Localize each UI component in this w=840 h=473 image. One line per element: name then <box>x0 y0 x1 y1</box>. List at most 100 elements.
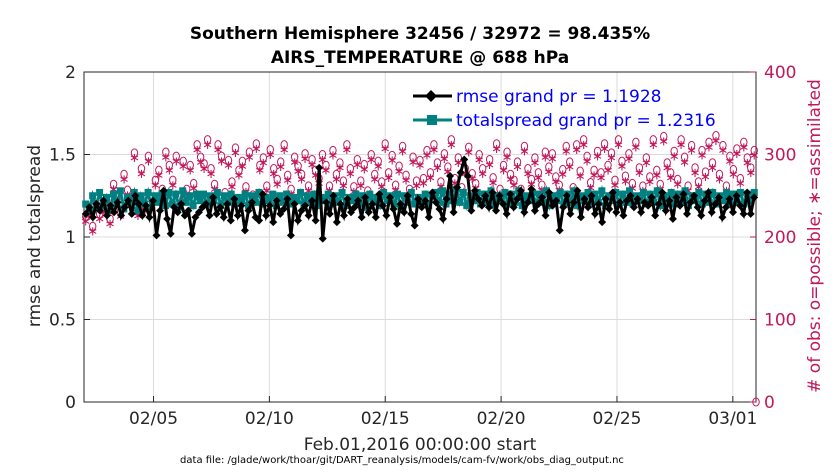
totalspread-point <box>96 189 103 196</box>
rmse-point <box>566 210 574 218</box>
y-axis-right-ticks: 0100200300400 <box>750 63 796 413</box>
obs-assimilated-marker: ∗ <box>491 142 502 157</box>
rmse-point <box>372 213 380 221</box>
obs-assimilated-marker: ∗ <box>606 151 617 166</box>
obs-assimilated-marker: ∗ <box>202 138 213 153</box>
obs-assimilated-marker: ∗ <box>321 164 332 179</box>
obs-assimilated-marker: ∗ <box>686 144 697 159</box>
obs-assimilated-marker: ∗ <box>428 143 439 158</box>
rmse-point <box>220 213 228 221</box>
totalspread-point <box>110 191 117 198</box>
y-right-tick-label: 100 <box>764 311 796 331</box>
x-tick-label: 02/25 <box>592 409 641 429</box>
totalspread-point <box>339 189 346 196</box>
obs-assimilated-marker: ∗ <box>502 150 513 165</box>
obs-assimilated-marker: ∗ <box>153 168 164 183</box>
x-tick-label: 02/10 <box>245 409 294 429</box>
obs-assimilated-marker: ∗ <box>641 156 652 171</box>
obs-assimilated-marker: ∗ <box>651 168 662 183</box>
rmse-point <box>358 213 366 221</box>
rmse-point <box>425 213 433 221</box>
rmse-point <box>319 235 327 243</box>
obs-assimilated-marker: ∗ <box>484 158 495 173</box>
y-right-tick-label: 400 <box>764 63 796 83</box>
totalspread-point <box>200 191 207 198</box>
rmse-point <box>393 220 401 228</box>
totalspread-point <box>668 189 675 196</box>
totalspread-point <box>193 191 200 198</box>
totalspread-point <box>249 192 256 199</box>
totalspread-point <box>460 189 467 196</box>
obs-assimilated-marker: ∗ <box>648 138 659 153</box>
rmse-point <box>206 212 214 220</box>
totalspread-point <box>352 191 359 198</box>
obs-assimilated-marker: ∗ <box>738 140 749 155</box>
totalspread-point <box>190 202 197 209</box>
chart-canvas: Southern Hemisphere 32456 / 32972 = 98.4… <box>0 0 840 473</box>
legend-spread-label: totalspread grand pr = 1.2316 <box>456 111 716 131</box>
rmse-point <box>241 226 249 234</box>
rmse-point <box>637 208 645 216</box>
obs-assimilated-marker: ∗ <box>749 149 760 164</box>
obs-assimilated-marker: ∗ <box>690 166 701 181</box>
rmse-point <box>287 231 295 239</box>
y-axis-label: rmse and totalspread <box>25 145 45 327</box>
x-tick-label: 02/05 <box>129 409 178 429</box>
obs-assimilated-marker: ∗ <box>582 154 593 169</box>
totalspread-point <box>456 199 463 206</box>
legend-rmse-marker <box>425 90 437 102</box>
obs-assimilated-marker: ∗ <box>446 138 457 153</box>
x-axis-label: Feb.01,2016 00:00:00 start <box>304 435 537 455</box>
rmse-point <box>669 215 677 223</box>
obs-assimilated-marker: ∗ <box>474 153 485 168</box>
rmse-point <box>269 218 277 226</box>
totalspread-point <box>439 187 446 194</box>
totalspread-point <box>221 192 228 199</box>
x-tick-label: 02/15 <box>361 409 410 429</box>
totalspread-point <box>640 189 647 196</box>
obs-assimilated-marker: ∗ <box>341 143 352 158</box>
rmse-point <box>577 213 585 221</box>
totalspread-point <box>197 197 204 204</box>
obs-assimilated-marker: ∗ <box>613 138 624 153</box>
obs-assimilated-marker: ∗ <box>282 173 293 188</box>
obs-assimilated-marker: ∗ <box>745 166 756 181</box>
rmse-point <box>651 212 659 220</box>
obs-assimilated-marker: ∗ <box>373 159 384 174</box>
obs-assimilated-marker: ∗ <box>119 173 130 188</box>
totalspread-point <box>186 192 193 199</box>
totalspread-point <box>598 187 605 194</box>
obs-assimilated-marker: ∗ <box>519 145 530 160</box>
rmse-point <box>556 226 564 234</box>
totalspread-point <box>269 191 276 198</box>
rmse-point <box>382 212 390 220</box>
x-axis-ticks: 02/05 02/10 02/15 02/20 02/25 03/01 <box>129 396 757 429</box>
totalspread-point <box>422 191 429 198</box>
obs-assimilated-marker: ∗ <box>129 151 140 166</box>
totalspread-point <box>619 191 626 198</box>
rmse-point <box>729 208 737 216</box>
rmse-point <box>340 212 348 220</box>
y-axis-right-label: # of obs: o=possible; ∗=assimilated <box>805 79 825 393</box>
rmse-point <box>591 210 599 218</box>
totalspread-point <box>723 189 730 196</box>
rmse-point <box>305 212 313 220</box>
obs-assimilated-marker: ∗ <box>676 138 687 153</box>
obs-assimilated-marker: ∗ <box>630 140 641 155</box>
rmse-point <box>227 217 235 225</box>
totalspread-point <box>179 187 186 194</box>
obs-assimilated-marker: ∗ <box>529 156 540 171</box>
data-file-footnote: data file: /glade/work/thoar/git/DART_re… <box>180 455 624 466</box>
chart-title-line2: AIRS_TEMPERATURE @ 688 hPa <box>271 48 569 68</box>
totalspread-point <box>242 191 249 198</box>
y-tick-label: 1 <box>65 228 76 248</box>
totalspread-point <box>145 189 152 196</box>
obs-assimilated-marker: ∗ <box>564 160 575 175</box>
rmse-point <box>234 212 242 220</box>
obs-assimilated-marker: ∗ <box>143 154 154 169</box>
obs-assimilated-marker: ∗ <box>265 148 276 163</box>
obs-assimilated-marker: ∗ <box>279 143 290 158</box>
obs-assimilated-marker: ∗ <box>401 173 412 188</box>
rmse-point <box>503 210 511 218</box>
legend: rmse grand pr = 1.1928 totalspread grand… <box>413 87 716 131</box>
